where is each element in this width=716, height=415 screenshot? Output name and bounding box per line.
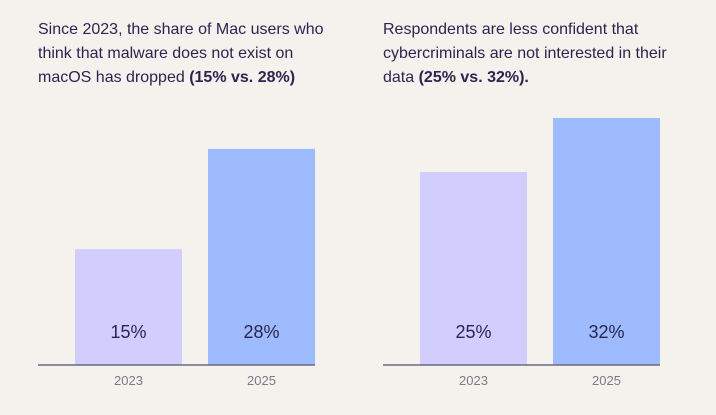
bar-chart-right: 25% 2023 32% 2025 [383,118,660,388]
bar-2023 [420,172,527,365]
bar-2025 [553,118,660,365]
data-label-2025: 28% [243,322,279,342]
headline-text: Respondents are less confident that cybe… [383,21,667,86]
x-tick-label-2025: 2025 [592,373,621,388]
x-tick-label-2023: 2023 [459,373,488,388]
chart-panel-left: Since 2023, the share of Mac users who t… [0,0,340,415]
data-label-2023: 25% [455,322,491,342]
bar-2025 [208,148,315,365]
x-tick-label-2023: 2023 [114,373,143,388]
bar-chart-left: 15% 2023 28% 2025 [38,148,315,388]
headline-highlight: (25% vs. 32%). [418,69,529,86]
data-label-2023: 15% [110,322,146,342]
chart-headline: Since 2023, the share of Mac users who t… [38,18,348,90]
headline-text: Since 2023, the share of Mac users who t… [38,21,324,86]
chart-panel-right: Respondents are less confident that cybe… [345,0,685,415]
headline-highlight: (15% vs. 28%) [189,69,296,86]
bar-2023 [75,249,182,365]
data-label-2025: 32% [588,322,624,342]
x-tick-label-2025: 2025 [247,373,276,388]
chart-headline: Respondents are less confident that cybe… [383,18,693,90]
